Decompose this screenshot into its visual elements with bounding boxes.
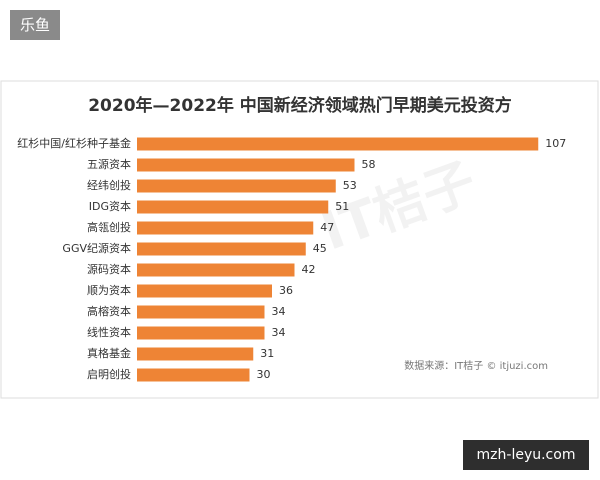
bar: [137, 200, 329, 214]
value-label: 107: [545, 137, 566, 150]
bar: [137, 263, 295, 277]
chart: 2020年—2022年 中国新经济领域热门早期美元投资方 IT桔子 数据来源：I…: [0, 80, 599, 399]
value-label: 45: [313, 242, 327, 255]
category-label: 真格基金: [87, 346, 131, 360]
category-label: 线性资本: [87, 325, 131, 339]
category-label: 高瓴创投: [87, 220, 131, 234]
category-label: IDG资本: [89, 199, 131, 213]
chart-title: 2020年—2022年 中国新经济领域热门早期美元投资方: [88, 95, 512, 116]
source-note: 数据来源：IT桔子 © itjuzi.com: [404, 359, 548, 372]
category-label: 高榕资本: [87, 304, 131, 318]
value-label: 36: [279, 284, 293, 297]
category-label: GGV纪源资本: [62, 241, 131, 255]
category-label: 启明创投: [87, 367, 131, 381]
bar: [137, 242, 306, 256]
site-label: mzh-leyu.com: [463, 440, 589, 470]
value-label: 53: [343, 179, 357, 192]
category-label: 源码资本: [87, 262, 131, 276]
bar: [137, 179, 336, 193]
category-label: 经纬创投: [87, 178, 131, 192]
category-label: 红杉中国/红杉种子基金: [17, 136, 131, 150]
chart-frame: [0, 80, 599, 399]
value-label: 30: [257, 368, 271, 381]
bar: [137, 326, 265, 340]
value-label: 47: [320, 221, 334, 234]
category-label: 五源资本: [87, 157, 131, 171]
value-label: 42: [302, 263, 316, 276]
value-label: 31: [260, 347, 274, 360]
bar: [137, 158, 355, 172]
bar: [137, 305, 265, 319]
bar: [137, 221, 314, 235]
value-label: 34: [272, 305, 286, 318]
bar: [137, 347, 254, 361]
value-label: 58: [362, 158, 376, 171]
bar: [137, 368, 250, 382]
bar: [137, 284, 272, 298]
category-label: 顺为资本: [87, 283, 131, 297]
bar: [137, 137, 539, 151]
value-label: 34: [272, 326, 286, 339]
value-label: 51: [335, 200, 349, 213]
badge: 乐鱼: [10, 10, 60, 40]
